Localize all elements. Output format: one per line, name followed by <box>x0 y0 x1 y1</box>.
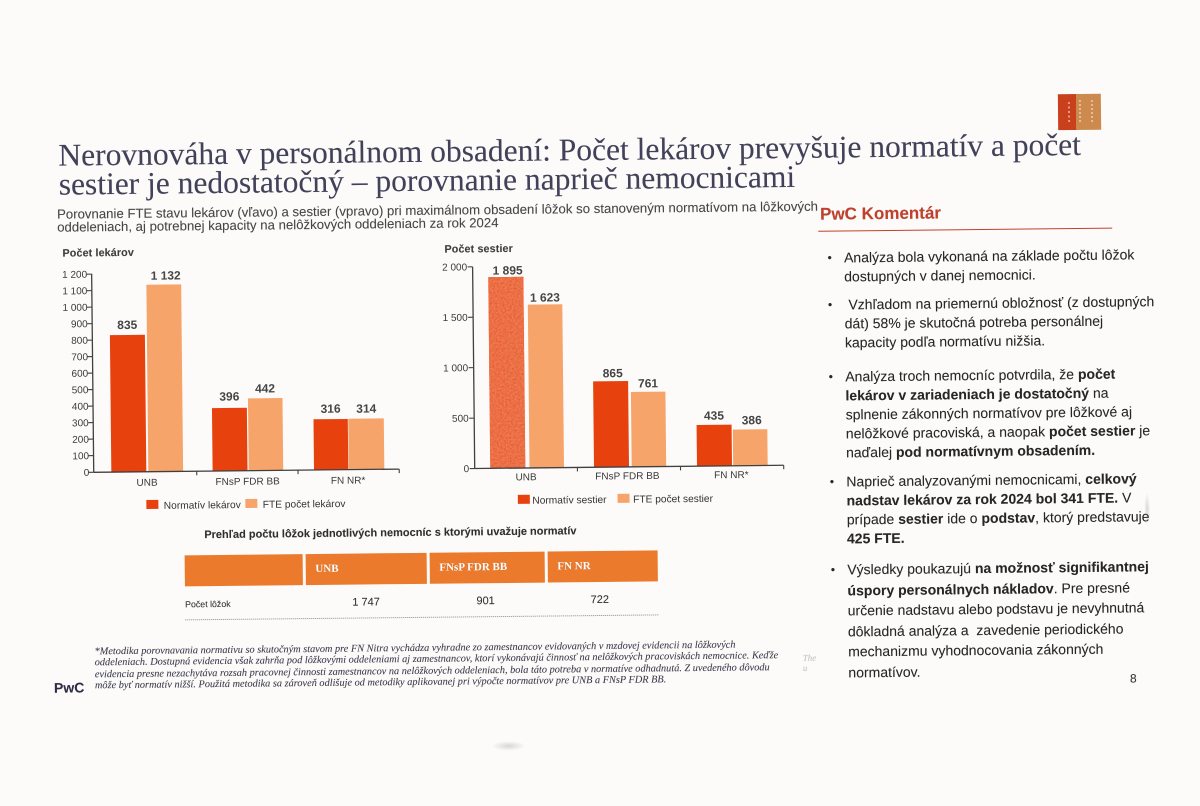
svg-text:Normatív sestier: Normatív sestier <box>532 495 607 507</box>
svg-text:FN NR*: FN NR* <box>714 470 749 481</box>
svg-text:500: 500 <box>452 414 469 425</box>
svg-text:1 000: 1 000 <box>62 303 88 314</box>
svg-text:900: 900 <box>71 319 88 330</box>
svg-text:314: 314 <box>356 402 376 416</box>
svg-text:1 200: 1 200 <box>62 270 88 281</box>
svg-text:Normatív lekárov: Normatív lekárov <box>164 500 242 512</box>
svg-text:FNsP FDR BB: FNsP FDR BB <box>595 471 660 483</box>
svg-text:442: 442 <box>255 381 275 395</box>
svg-text:700: 700 <box>71 352 88 363</box>
svg-text:865: 865 <box>603 366 623 380</box>
svg-text:835: 835 <box>117 318 137 332</box>
svg-text:500: 500 <box>72 385 89 396</box>
svg-text:1 100: 1 100 <box>62 286 88 297</box>
svg-text:2 000: 2 000 <box>442 262 468 273</box>
svg-text:200: 200 <box>72 435 89 446</box>
svg-text:0: 0 <box>84 468 90 479</box>
svg-text:FTE počet sestier: FTE počet sestier <box>633 494 714 506</box>
svg-text:400: 400 <box>72 402 89 413</box>
svg-text:300: 300 <box>72 418 89 429</box>
svg-text:FN NR*: FN NR* <box>331 475 366 486</box>
svg-text:386: 386 <box>742 413 762 427</box>
svg-text:1 000: 1 000 <box>443 363 469 374</box>
svg-text:435: 435 <box>704 408 724 422</box>
svg-text:396: 396 <box>219 389 239 403</box>
svg-text:1 500: 1 500 <box>443 313 469 324</box>
svg-text:800: 800 <box>71 336 88 347</box>
svg-text:1 132: 1 132 <box>151 268 182 282</box>
svg-text:FNsP FDR BB: FNsP FDR BB <box>215 476 280 488</box>
svg-text:UNB: UNB <box>136 478 158 489</box>
svg-text:1 895: 1 895 <box>493 263 524 277</box>
svg-text:FTE počet lekárov: FTE počet lekárov <box>263 499 347 511</box>
svg-text:UNB: UNB <box>515 472 537 483</box>
svg-text:1 623: 1 623 <box>530 290 561 304</box>
svg-text:761: 761 <box>638 376 658 390</box>
svg-text:100: 100 <box>72 451 89 462</box>
svg-text:0: 0 <box>464 464 470 475</box>
svg-text:316: 316 <box>320 402 340 416</box>
svg-text:600: 600 <box>71 369 88 380</box>
